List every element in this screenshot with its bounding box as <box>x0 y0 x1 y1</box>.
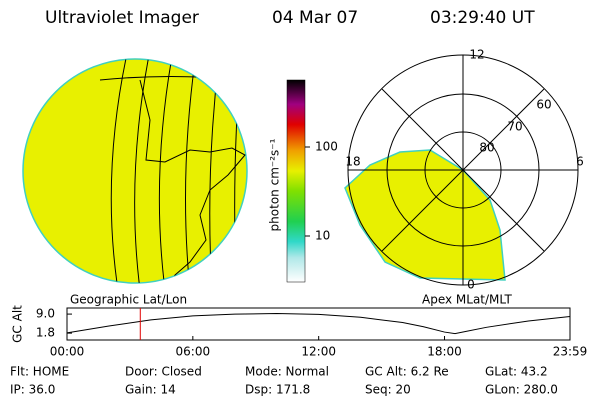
footer: Flt: HOME Door: Closed Mode: Normal GC Alt:… <box>10 365 558 397</box>
altitude-line <box>66 313 571 335</box>
status-field: GLon: 280.0 <box>485 383 558 397</box>
x-tick-label: 06:00 <box>176 345 211 359</box>
status-field: GC Alt: 6.2 Re <box>365 365 449 379</box>
plot-label: Geographic Lat/Lon <box>70 293 187 307</box>
y-tick-label: 9.0 <box>36 307 55 321</box>
status-field: IP: 36.0 <box>10 383 55 397</box>
mlt-label: 6 <box>576 155 584 169</box>
x-tick-label: 23:59 <box>553 345 588 359</box>
instrument: Ultraviolet Imager <box>45 8 199 28</box>
lat-label: 80 <box>479 141 494 155</box>
status-field: Door: Closed <box>125 365 202 379</box>
plot-frame <box>66 307 571 341</box>
lat-label: 70 <box>507 120 522 134</box>
plot-label: Apex MLat/MLT <box>422 293 512 307</box>
time: 03:29:40 UT <box>430 8 535 28</box>
mlt-label: 12 <box>469 48 484 62</box>
y-tick-label: 1.8 <box>36 326 55 340</box>
polar-image: 12 18 6 0 80 70 60 <box>344 48 584 292</box>
status-field: Flt: HOME <box>10 365 69 379</box>
lat-label: 60 <box>536 98 551 112</box>
colorbar-tick: 10 <box>315 229 330 243</box>
status-field: GLat: 43.2 <box>485 365 548 379</box>
status-field: Seq: 20 <box>365 383 411 397</box>
mlt-label: 0 <box>467 278 475 292</box>
colorbar: 100 10 photon cm⁻²s⁻¹ <box>268 79 338 283</box>
x-tick-label: 00:00 <box>50 345 85 359</box>
status-field: Mode: Normal <box>245 365 329 379</box>
geographic-image <box>22 58 248 284</box>
x-tick-label: 18:00 <box>427 345 462 359</box>
x-tick-label: 12:00 <box>301 345 336 359</box>
colorbar-label: photon cm⁻²s⁻¹ <box>268 138 282 231</box>
status-field: Gain: 14 <box>125 383 176 397</box>
mlt-label: 18 <box>345 155 360 169</box>
date: 04 Mar 07 <box>272 8 358 28</box>
status-field: Dsp: 171.8 <box>245 383 310 397</box>
y-axis-label: GC Alt <box>11 305 25 343</box>
colorbar-tick: 100 <box>315 140 338 154</box>
